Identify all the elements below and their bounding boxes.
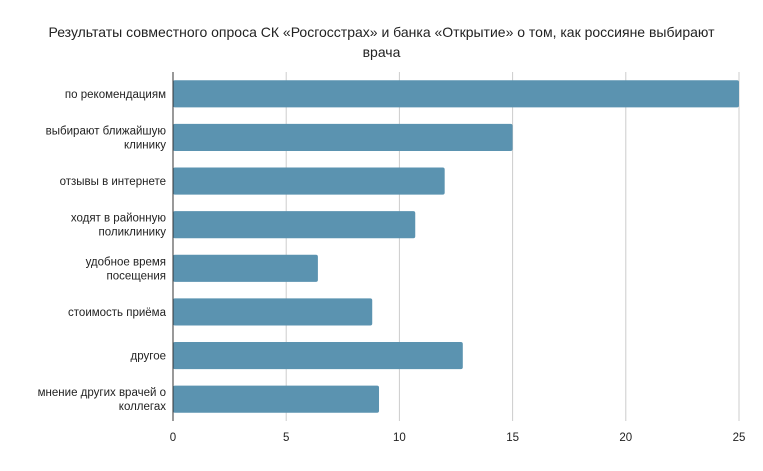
bar	[173, 254, 318, 282]
bar	[173, 80, 739, 108]
bar	[173, 211, 416, 239]
chart-title: Результаты совместного опроса СК «Росгос…	[48, 24, 715, 60]
bar	[173, 123, 513, 151]
x-tick-labels: 0 5 10 15 20 25	[170, 432, 746, 444]
category-label: стоимость приёма	[68, 307, 167, 319]
category-label: другое	[131, 351, 166, 363]
x-tick-label: 25	[733, 432, 746, 444]
category-label: по рекомендациям	[65, 89, 166, 101]
category-label: посещения	[107, 270, 167, 282]
category-label: выбирают ближайшую	[46, 125, 167, 137]
category-label: удобное время	[86, 256, 166, 268]
category-label: клинику	[124, 139, 166, 151]
bar	[173, 298, 373, 326]
category-labels: по рекомендациям выбирают ближайшую клиник…	[38, 89, 167, 413]
category-label: поликлинику	[99, 227, 167, 239]
x-tick-label: 15	[506, 432, 519, 444]
category-label: ходят в районную	[71, 213, 167, 225]
x-tick-label: 10	[393, 432, 406, 444]
bar	[173, 342, 463, 370]
bar	[173, 167, 445, 195]
category-label: мнение других врачей о	[38, 387, 166, 399]
x-tick-label: 0	[170, 432, 176, 444]
bar	[173, 385, 380, 413]
category-label: коллегах	[119, 401, 166, 413]
x-tick-label: 20	[619, 432, 632, 444]
bars	[173, 80, 739, 413]
x-tick-label: 5	[283, 432, 289, 444]
category-label: отзывы в интернете	[60, 176, 166, 188]
